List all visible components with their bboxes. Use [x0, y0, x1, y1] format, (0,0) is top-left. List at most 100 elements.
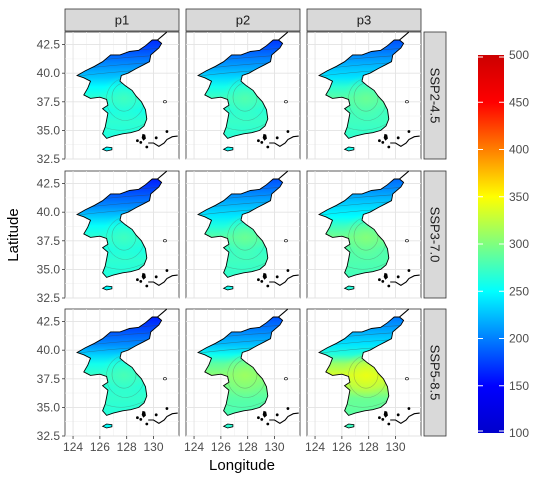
- map-panel: [185, 170, 301, 299]
- small-island: [165, 269, 169, 272]
- small-island: [381, 280, 385, 283]
- peninsula-coastline: [197, 39, 284, 139]
- colorbar-tick-label: 500: [509, 48, 529, 62]
- map-panel: [64, 31, 180, 160]
- ulleung-island: [163, 100, 167, 104]
- small-island: [381, 418, 385, 421]
- y-tick-label: 37.5: [37, 372, 61, 386]
- tsushima-island: [383, 272, 388, 280]
- small-island: [381, 141, 385, 144]
- y-axis-ticks: 32.5 35.0 37.5 40.0 42.5 32.5 35.0 37.5 40.0 42.5…: [37, 38, 65, 443]
- tsushima-island: [141, 272, 146, 280]
- y-tick-label: 42.5: [37, 315, 61, 329]
- small-island: [145, 422, 149, 426]
- japan-coastline: [269, 274, 299, 287]
- x-tick-label: 124: [305, 440, 325, 454]
- small-island: [139, 418, 143, 421]
- small-island: [154, 413, 158, 417]
- jeju-island: [343, 285, 355, 291]
- x-tick-label: 128: [238, 440, 258, 454]
- y-tick-label: 37.5: [37, 234, 61, 248]
- colorbar-tick-label: 400: [509, 143, 529, 157]
- tsushima-island: [141, 133, 146, 141]
- colorbar-tick-label: 350: [509, 190, 529, 204]
- colorbar-ticks: 100 150 200 250 300 350 400 450 500: [478, 48, 529, 440]
- small-island: [407, 407, 411, 410]
- column-strips: p1 p2 p3: [64, 8, 422, 32]
- y-tick-label: 37.5: [37, 95, 61, 109]
- colorbar-tick-label: 100: [509, 426, 529, 440]
- contour-line: [103, 262, 146, 270]
- map-panel: [185, 31, 301, 160]
- contour-line: [345, 262, 388, 270]
- map-panel: [306, 31, 422, 160]
- small-island: [387, 422, 391, 426]
- small-island: [266, 422, 270, 426]
- peninsula-coastline: [318, 178, 405, 278]
- japan-coastline: [148, 274, 178, 287]
- x-tick-label: 124: [63, 440, 83, 454]
- small-island: [407, 130, 411, 133]
- x-tick-label: 128: [359, 440, 379, 454]
- ulleung-island: [405, 377, 409, 381]
- y-tick-label: 32.5: [37, 429, 61, 443]
- map-panel: [306, 308, 422, 437]
- small-island: [286, 130, 290, 133]
- small-island: [286, 269, 290, 272]
- small-island: [154, 275, 158, 279]
- small-island: [257, 278, 260, 282]
- tsushima-island: [383, 133, 388, 141]
- peninsula-coastline: [197, 316, 284, 416]
- colorbar-tick-label: 200: [509, 332, 529, 346]
- small-island: [154, 136, 158, 140]
- small-island: [139, 280, 143, 283]
- small-island: [165, 407, 169, 410]
- column-strip-label: p2: [236, 13, 250, 28]
- small-island: [378, 416, 381, 420]
- map-panel: [64, 308, 180, 437]
- x-tick-label: 126: [332, 440, 352, 454]
- tsushima-island: [262, 272, 267, 280]
- japan-coastline: [390, 412, 420, 425]
- x-tick-label: 126: [211, 440, 231, 454]
- jeju-island: [343, 423, 355, 429]
- map-panel: [64, 170, 180, 299]
- tsushima-island: [262, 410, 267, 418]
- border-coastline: [157, 31, 168, 41]
- y-tick-label: 32.5: [37, 291, 61, 305]
- contour-line: [345, 123, 388, 131]
- row-strip-label: SSP5-8.5: [428, 345, 443, 401]
- small-island: [136, 139, 139, 143]
- border-coastline: [278, 308, 289, 318]
- y-tick-label: 40.0: [37, 66, 61, 80]
- colorbar-tick-label: 300: [509, 237, 529, 251]
- x-tick-label: 130: [265, 440, 285, 454]
- peninsula-coastline: [76, 316, 163, 416]
- japan-coastline: [390, 135, 420, 148]
- ulleung-island: [163, 377, 167, 381]
- small-island: [260, 280, 264, 283]
- row-strip: [423, 308, 447, 437]
- map-panel: [185, 308, 301, 437]
- x-tick-label: 126: [90, 440, 110, 454]
- contour-line: [103, 400, 146, 408]
- jeju-island: [101, 423, 113, 429]
- colorbar-tick-label: 150: [509, 379, 529, 393]
- small-island: [136, 278, 139, 282]
- row-strip-label: SSP2-4.5: [428, 68, 443, 124]
- japan-coastline: [390, 274, 420, 287]
- y-tick-label: 32.5: [37, 152, 61, 166]
- border-coastline: [399, 308, 410, 318]
- y-tick-label: 42.5: [37, 177, 61, 191]
- small-island: [396, 275, 400, 279]
- contour-line: [345, 400, 388, 408]
- small-island: [260, 141, 264, 144]
- small-island: [136, 416, 139, 420]
- small-island: [257, 416, 260, 420]
- peninsula-coastline: [318, 316, 405, 416]
- small-island: [275, 136, 279, 140]
- small-island: [266, 145, 270, 149]
- peninsula-coastline: [318, 39, 405, 139]
- contour-line: [224, 400, 267, 408]
